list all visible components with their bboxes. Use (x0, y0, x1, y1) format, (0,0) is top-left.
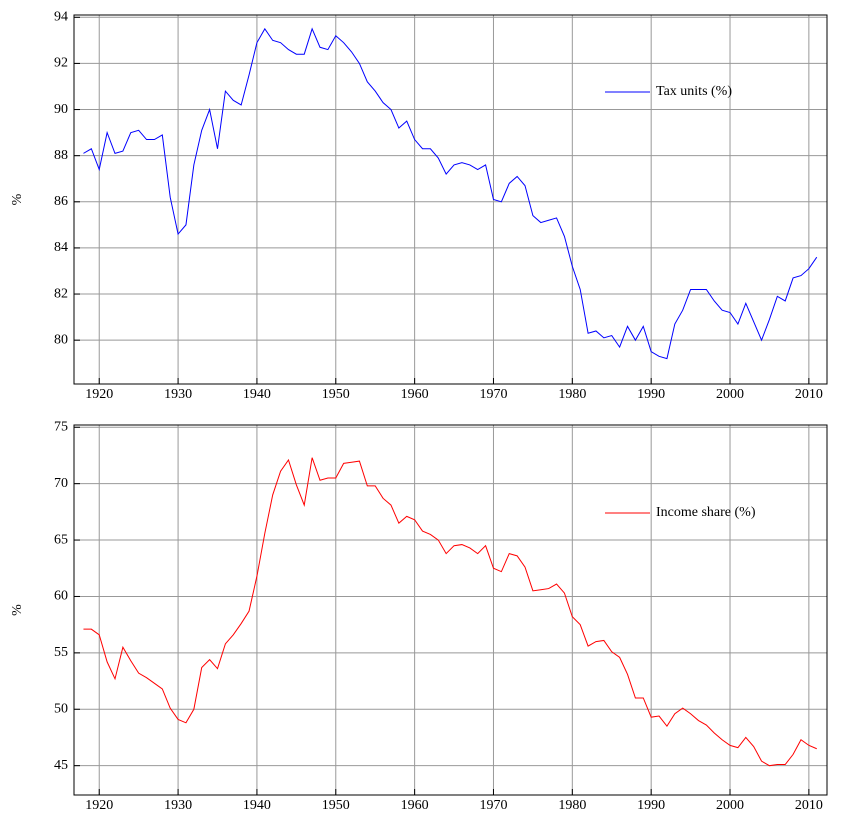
x-tick-label: 1930 (164, 798, 192, 813)
plot-frame (73, 424, 828, 796)
x-tick-label: 2010 (795, 387, 823, 402)
y-tick-label: 65 (54, 532, 68, 547)
x-tick-label: 1970 (479, 387, 507, 402)
y-tick-label: 70 (54, 476, 68, 491)
y-tick-label: 88 (54, 148, 68, 163)
x-tick-label: 1950 (322, 387, 350, 402)
y-tick-label: 82 (54, 286, 68, 301)
y-tick-label: 60 (54, 589, 68, 604)
x-tick-label: 2000 (716, 798, 744, 813)
y-tick-label: 50 (54, 701, 68, 716)
y-tick-label: 92 (54, 56, 68, 71)
y-tick-label: 86 (54, 194, 68, 209)
x-tick-label: 1940 (243, 798, 271, 813)
x-tick-label: 1920 (85, 387, 113, 402)
x-tick-label: 1980 (558, 387, 586, 402)
y-tick-label: 45 (54, 758, 68, 773)
y-tick-label: 90 (54, 102, 68, 117)
x-tick-label: 1970 (479, 798, 507, 813)
y-tick-label: 94 (54, 10, 68, 25)
x-tick-label: 1990 (637, 798, 665, 813)
x-tick-label: 1950 (322, 798, 350, 813)
x-tick-label: 1980 (558, 798, 586, 813)
x-tick-label: 2010 (795, 798, 823, 813)
x-tick-label: 2000 (716, 387, 744, 402)
legend-label: Income share (%) (656, 505, 756, 520)
data-line (83, 457, 817, 767)
y-axis-label: % (10, 193, 25, 205)
x-tick-label: 1990 (637, 387, 665, 402)
plot-frame (73, 14, 828, 385)
x-tick-label: 1940 (243, 387, 271, 402)
y-tick-label: 84 (54, 240, 68, 255)
x-tick-label: 1930 (164, 387, 192, 402)
x-tick-label: 1960 (401, 387, 429, 402)
data-line (83, 27, 818, 360)
x-tick-label: 1920 (85, 798, 113, 813)
y-tick-label: 75 (54, 419, 68, 434)
y-tick-label: 80 (54, 332, 68, 347)
y-axis-label: % (10, 604, 25, 616)
y-tick-label: 55 (54, 645, 68, 660)
x-tick-label: 1960 (401, 798, 429, 813)
legend-label: Tax units (%) (656, 84, 732, 99)
